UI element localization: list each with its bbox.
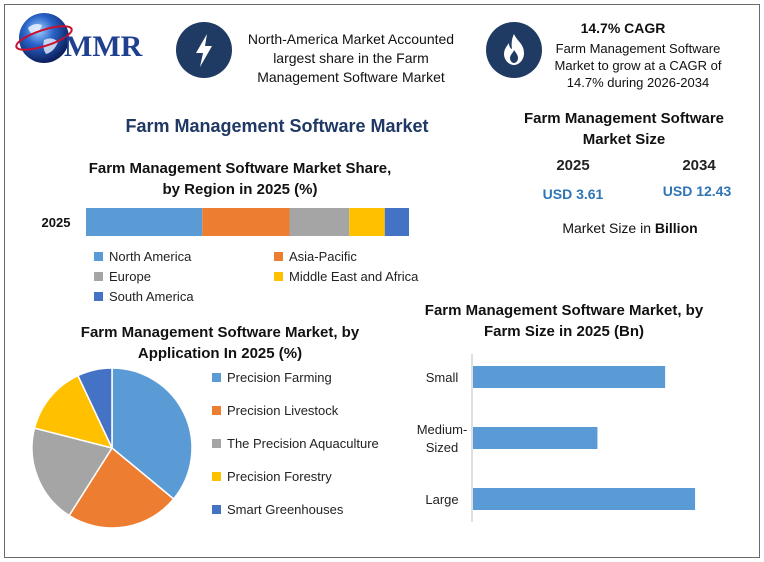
legend-label: Precision Livestock: [227, 403, 339, 418]
region-segment-south-america: [384, 208, 409, 236]
legend-swatch: [212, 472, 221, 481]
application-legend-item-precision-farming: Precision Farming: [212, 370, 332, 385]
unit-prefix: Market Size in: [562, 220, 655, 236]
pie-slice-precision-forestry: [33, 374, 114, 450]
pie-slice-precision-farming: [111, 367, 193, 501]
pie-slice-the-precision-aquaculture: [31, 427, 114, 517]
legend-swatch: [94, 292, 103, 301]
legend-swatch: [274, 272, 283, 281]
application-legend-item-precision-livestock: Precision Livestock: [212, 403, 338, 418]
region-stacked-bar-chart: 2025: [42, 208, 409, 236]
legend-swatch: [94, 252, 103, 261]
main-title: Farm Management Software Market: [125, 116, 429, 136]
legend-label: Middle East and Africa: [289, 269, 419, 284]
legend-label: South America: [109, 289, 194, 304]
region-segment-europe: [289, 208, 350, 236]
info-badge-left: [176, 22, 232, 78]
legend-swatch: [212, 439, 221, 448]
market-size-unit: Market Size in Billion: [540, 220, 720, 236]
legend-label: Smart Greenhouses: [227, 502, 344, 517]
lightning-bolt-icon: [196, 34, 212, 67]
farm-size-label-medium-sized: Medium-Sized: [417, 422, 468, 455]
region-legend-item-south-america: South America: [94, 289, 194, 304]
application-chart-title: Farm Management Software Market, by Appl…: [80, 324, 360, 362]
pie-slice-precision-livestock: [68, 446, 175, 529]
legend-label: Precision Farming: [227, 370, 332, 385]
info-badge-right: [486, 22, 542, 78]
legend-label: North America: [109, 249, 192, 264]
region-segment-asia-pacific: [202, 208, 290, 236]
region-legend-item-europe: Europe: [94, 269, 151, 284]
application-legend-item-smart-greenhouses: Smart Greenhouses: [212, 502, 343, 517]
market-size-title: Farm Management Software Market Size: [523, 110, 725, 148]
farm-size-bar-small: [473, 366, 666, 388]
region-legend-item-north-america: North America: [94, 249, 191, 264]
legend-swatch: [212, 406, 221, 415]
legend-swatch: [212, 505, 221, 514]
legend-swatch: [212, 373, 221, 382]
cagr-title: 14.7% CAGR: [580, 20, 666, 36]
market-value-start: USD 3.61: [542, 186, 604, 202]
farm-size-bar-chart: Small Medium-Sized Large: [417, 354, 696, 522]
farm-size-label-small: Small: [426, 370, 459, 385]
legend-label: Europe: [109, 269, 151, 284]
legend-label: Precision Forestry: [227, 469, 332, 484]
info-text-left: North-America Market Accounted largest s…: [247, 31, 455, 85]
application-legend: Precision Farming Precision Livestock The …: [212, 370, 412, 530]
farm-size-bar-large: [473, 488, 696, 510]
flame-icon: [504, 34, 524, 65]
region-segment-middle-east-and-africa: [349, 208, 385, 236]
market-value-end: USD 12.43: [662, 183, 732, 199]
farm-size-bar-medium-sized: [473, 427, 598, 449]
logo-text: MMR: [64, 30, 143, 63]
region-legend-item-middle-east-and-africa: Middle East and Africa: [274, 269, 418, 284]
application-legend-item-precision-forestry: Precision Forestry: [212, 469, 332, 484]
year-start: 2025: [556, 157, 590, 174]
pie-slice-smart-greenhouses: [76, 367, 113, 449]
year-end: 2034: [682, 157, 716, 174]
unit-bold: Billion: [654, 220, 698, 236]
region-chart-title: Farm Management Software Market Share, b…: [88, 160, 392, 198]
application-pie-chart: [31, 367, 193, 529]
region-legend-item-asia-pacific: Asia-Pacific: [274, 249, 357, 264]
region-bar-category-label: 2025: [42, 215, 71, 230]
region-segment-north-america: [86, 208, 203, 236]
farm-size-label-large: Large: [425, 492, 458, 507]
farm-size-chart-title: Farm Management Software Market, by Farm…: [424, 302, 704, 340]
globe-logo-icon: [15, 13, 73, 63]
region-legend: North America Asia-Pacific Europe Middle Ea…: [94, 249, 454, 309]
application-legend-item-the-precision-aquaculture: The Precision Aquaculture: [212, 436, 379, 451]
info-text-right: Farm Management Software Market to grow …: [554, 41, 722, 90]
legend-swatch: [94, 272, 103, 281]
legend-label: Asia-Pacific: [289, 249, 357, 264]
legend-swatch: [274, 252, 283, 261]
legend-label: The Precision Aquaculture: [227, 436, 379, 451]
infographic-frame: [4, 4, 760, 558]
